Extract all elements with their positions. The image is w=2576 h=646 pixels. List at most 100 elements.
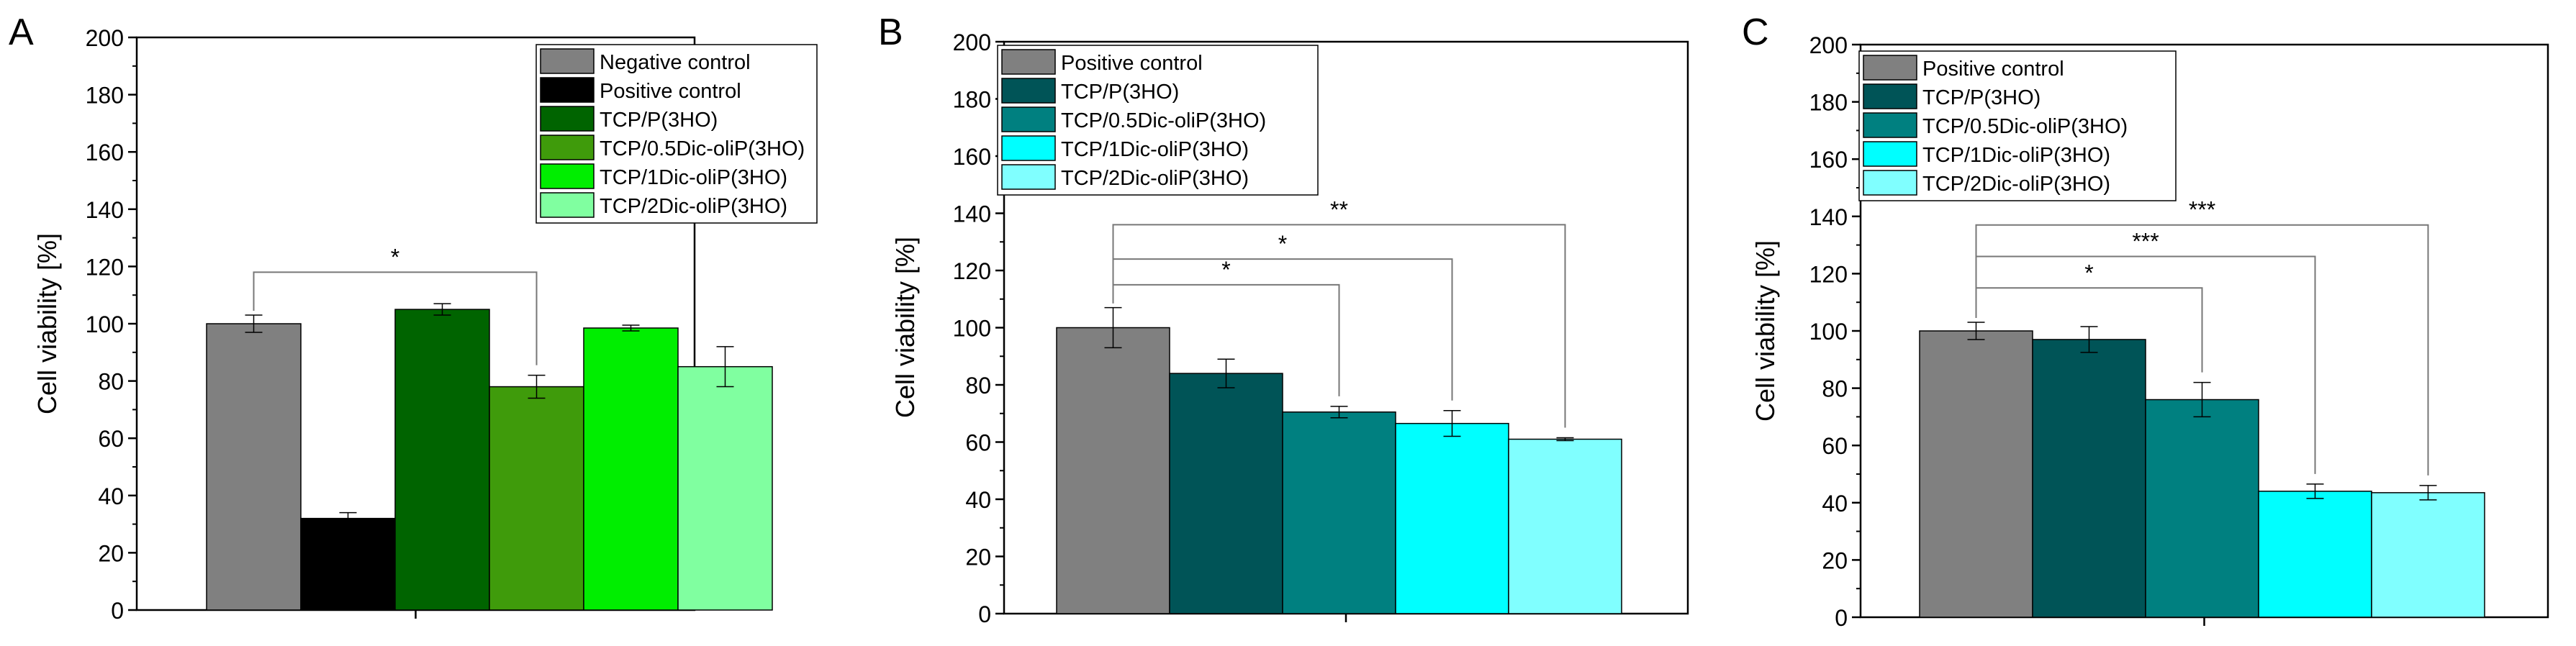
y-tick-label: 120 — [86, 254, 124, 280]
legend-swatch — [1863, 55, 1917, 81]
legend-entry: Negative control — [600, 51, 751, 74]
legend: Negative control Positive control TCP/P(3H… — [535, 44, 818, 224]
bar — [1056, 327, 1170, 614]
y-tick-label: 180 — [1809, 90, 1848, 116]
y-tick-label: 60 — [1822, 433, 1848, 459]
y-tick-label: 20 — [965, 545, 991, 570]
y-tick-label: 140 — [86, 197, 124, 223]
legend: Positive control TCP/P(3HO) TCP/0.5Dic-oli… — [1858, 50, 2177, 201]
y-tick-label: 0 — [1835, 605, 1848, 631]
bar — [2371, 492, 2485, 618]
legend-entry: Positive control — [1061, 52, 1203, 75]
panel-label: A — [9, 12, 34, 53]
y-tick-label: 80 — [965, 373, 991, 399]
legend: Positive control TCP/P(3HO) TCP/0.5Dic-oli… — [997, 45, 1319, 196]
bar — [2258, 491, 2372, 618]
legend-swatch — [1863, 141, 1917, 167]
y-axis-label: Cell viability [%] — [890, 237, 920, 418]
y-axis-label: Cell viability [%] — [1750, 240, 1780, 422]
legend-swatch — [540, 106, 595, 132]
significance-label: *** — [2189, 197, 2215, 223]
legend-swatch — [540, 48, 595, 74]
bar — [1282, 411, 1396, 614]
y-tick-label: 0 — [111, 598, 124, 624]
bar — [677, 365, 773, 611]
y-tick-label: 200 — [86, 25, 124, 51]
panel-label: B — [878, 12, 903, 53]
y-tick-label: 60 — [98, 426, 124, 452]
y-tick-label: 200 — [1809, 32, 1848, 58]
y-axis-label: Cell viability [%] — [32, 233, 62, 414]
significance-label: * — [1221, 257, 1230, 283]
legend-entry: TCP/0.5Dic-oliP(3HO) — [1922, 115, 2128, 138]
bar — [1508, 438, 1622, 614]
y-tick-label: 100 — [1809, 319, 1848, 345]
legend-entry: TCP/P(3HO) — [1922, 86, 2041, 109]
bar — [2032, 339, 2146, 618]
legend-entry: TCP/0.5Dic-oliP(3HO) — [600, 137, 805, 160]
legend-entry: TCP/P(3HO) — [1061, 81, 1179, 104]
chart-panel-c: C 0 20 40 60 80 100 120 140 160 180 200 Cell viabili… — [1742, 12, 2549, 631]
chart-panel-a: A 0 20 40 60 80 100 120 140 160 180 200 Cell viabili… — [9, 12, 818, 624]
y-tick-label: 60 — [965, 430, 991, 456]
bar — [394, 309, 490, 611]
y-tick-label: 0 — [978, 601, 991, 627]
y-tick-label: 120 — [1809, 261, 1848, 287]
legend-swatch — [540, 135, 595, 160]
legend-swatch — [540, 163, 595, 189]
y-tick-label: 40 — [1822, 491, 1848, 517]
y-tick-label: 160 — [86, 140, 124, 165]
legend-entry: Positive control — [1922, 58, 2064, 81]
significance-label: *** — [2132, 229, 2159, 255]
y-tick-label: 100 — [953, 316, 991, 342]
y-tick-label: 180 — [953, 87, 991, 113]
y-tick-label: 160 — [1809, 147, 1848, 173]
y-tick-label: 40 — [98, 483, 124, 509]
bar — [206, 323, 302, 611]
bar — [1395, 422, 1509, 614]
legend-swatch — [1863, 83, 1917, 109]
panel-label: C — [1742, 12, 1769, 53]
significance-label: * — [1278, 231, 1287, 257]
y-tick-label: 80 — [98, 369, 124, 395]
y-tick-label: 180 — [86, 83, 124, 109]
bar — [300, 517, 396, 611]
y-tick-label: 120 — [953, 258, 991, 284]
y-tick-label: 140 — [953, 201, 991, 227]
y-tick-label: 160 — [953, 144, 991, 170]
bar — [1919, 330, 2033, 618]
legend-entry: TCP/0.5Dic-oliP(3HO) — [1061, 109, 1266, 132]
legend-entry: TCP/2Dic-oliP(3HO) — [600, 195, 787, 218]
legend-entry: TCP/2Dic-oliP(3HO) — [1061, 167, 1249, 190]
significance-bracket — [1112, 224, 1566, 428]
legend-swatch — [1001, 106, 1056, 132]
legend-entry: TCP/1Dic-oliP(3HO) — [600, 166, 787, 189]
bar — [489, 386, 584, 611]
y-tick-label: 200 — [953, 29, 991, 55]
legend-entry: TCP/1Dic-oliP(3HO) — [1061, 138, 1249, 161]
legend-entry: TCP/1Dic-oliP(3HO) — [1922, 144, 2110, 167]
y-tick-label: 20 — [1822, 547, 1848, 573]
legend-entry: TCP/2Dic-oliP(3HO) — [1922, 173, 2110, 196]
legend-entry: Positive control — [600, 80, 741, 103]
significance-label: ** — [1330, 196, 1348, 222]
bar — [1169, 373, 1283, 614]
legend-entry: TCP/P(3HO) — [600, 109, 718, 132]
significance-bracket — [1975, 224, 2429, 476]
legend-swatch — [1863, 112, 1917, 138]
chart-panel-b: B 0 20 40 60 80 100 120 140 160 180 200 Cell viabili… — [878, 12, 1689, 627]
legend-swatch — [540, 77, 595, 103]
y-tick-label: 20 — [98, 540, 124, 566]
y-tick-label: 40 — [965, 487, 991, 513]
legend-swatch — [1001, 164, 1056, 190]
legend-swatch — [1863, 170, 1917, 196]
significance-label: * — [391, 244, 399, 270]
bar — [2145, 399, 2259, 618]
y-tick-label: 140 — [1809, 204, 1848, 230]
y-tick-label: 100 — [86, 311, 124, 337]
legend-swatch — [1001, 78, 1056, 104]
legend-swatch — [540, 192, 595, 218]
bar — [583, 327, 679, 611]
significance-bracket — [253, 271, 538, 365]
